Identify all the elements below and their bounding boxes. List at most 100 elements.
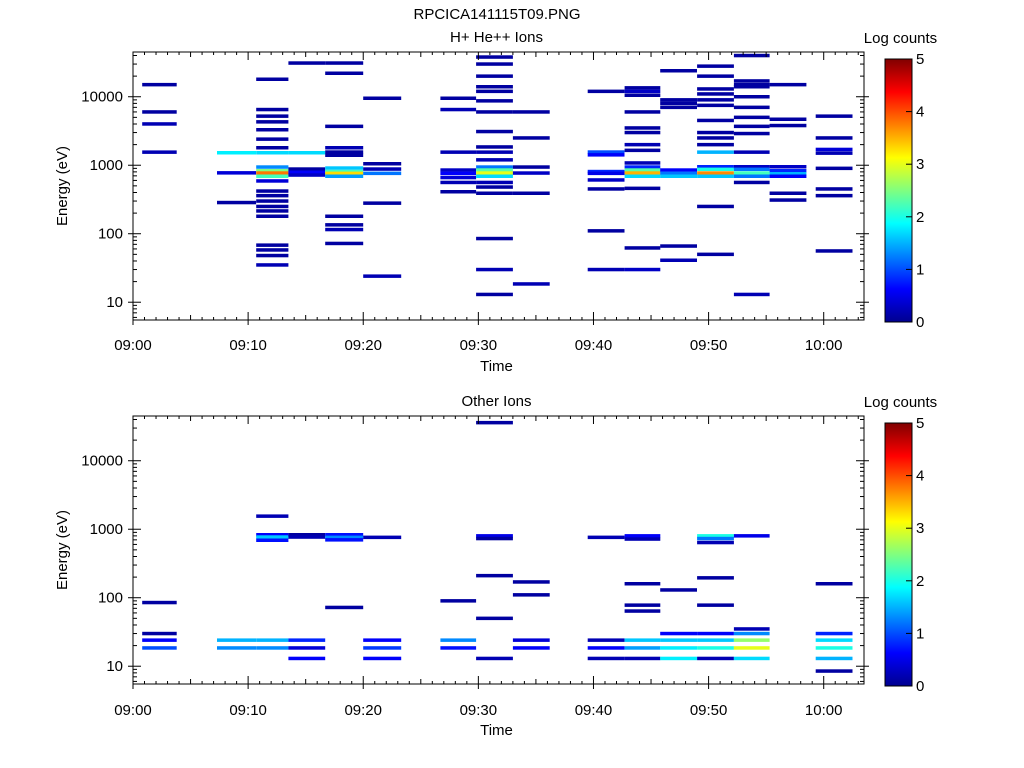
heatmap-cell	[660, 638, 697, 642]
y-axis: 10 100 1000 10000	[81, 419, 869, 682]
heatmap-cell	[142, 638, 177, 642]
heatmap-cell	[512, 171, 550, 175]
heatmap-cell	[587, 656, 625, 661]
heatmap-cell	[512, 282, 550, 286]
heatmap-cell	[587, 638, 625, 642]
heatmap-cell	[142, 600, 177, 605]
heatmap-cell	[624, 142, 661, 147]
heatmap-cell	[217, 200, 257, 205]
heatmap-cell	[512, 638, 550, 642]
heatmap-cell	[624, 174, 661, 178]
y-tick-label: 100	[98, 226, 123, 243]
heatmap-cell	[624, 165, 661, 169]
heatmap-cell	[476, 74, 513, 78]
heatmap-cell	[288, 638, 326, 642]
heatmap-cell	[624, 537, 661, 541]
heatmap-cell	[256, 171, 289, 175]
heatmap-cell	[733, 167, 770, 172]
heatmap-cell	[697, 638, 734, 642]
heatmap-cell	[624, 646, 661, 650]
heatmap-cell	[142, 82, 177, 87]
heatmap-cell	[769, 165, 807, 169]
heatmap-cell	[815, 249, 853, 253]
x-tick-label: 09:10	[229, 337, 267, 354]
heatmap-cell	[512, 191, 550, 195]
heatmap-cell	[476, 573, 513, 578]
heatmap-cell	[325, 171, 364, 176]
heatmap-cell	[697, 103, 734, 108]
heatmap-cell	[733, 174, 770, 178]
heatmap-cell	[476, 536, 513, 541]
heatmap-cell	[476, 191, 513, 195]
colorbar-tick-label: 5	[916, 415, 924, 432]
heatmap-cell	[624, 609, 661, 613]
heatmap-cell	[256, 204, 289, 209]
colorbar-tick-label: 2	[916, 209, 924, 226]
heatmap-cell	[476, 185, 513, 189]
heatmap-cell	[476, 55, 513, 59]
colorbar-tick-label: 5	[916, 51, 924, 68]
heatmap-cell	[363, 656, 402, 661]
heatmap-cell	[476, 420, 513, 425]
heatmap-cell	[440, 150, 477, 154]
heatmap-cell	[256, 243, 289, 247]
heatmap-cell	[325, 71, 364, 75]
x-tick-label: 09:20	[344, 337, 382, 354]
heatmap-cell	[325, 166, 364, 170]
heatmap-cell	[325, 174, 364, 178]
heatmap-cell	[697, 142, 734, 147]
x-tick-label: 09:40	[575, 702, 613, 719]
heatmap-cell	[256, 638, 289, 642]
heatmap-cell	[733, 131, 770, 136]
heatmap-cell	[624, 534, 661, 538]
heatmap-cell	[815, 151, 853, 155]
heatmap-cell	[325, 61, 364, 65]
heatmap-cell	[697, 204, 734, 209]
y-tick-label: 10000	[81, 453, 123, 470]
heatmap-cell	[587, 153, 625, 157]
heatmap-cell	[587, 171, 625, 176]
heatmap-cell	[815, 638, 853, 642]
heatmap-cell	[142, 150, 177, 154]
y-tick-label: 100	[98, 590, 123, 607]
heatmap-cell	[733, 292, 770, 297]
heatmap-cell	[476, 534, 513, 538]
heatmap-cell	[363, 535, 402, 540]
heatmap-cell	[587, 535, 625, 540]
x-tick-label: 09:00	[114, 337, 152, 354]
heatmap-cell	[815, 166, 853, 171]
y-axis-label: Energy (eV)	[54, 510, 71, 590]
heatmap-cell	[697, 87, 734, 91]
heatmap-cell	[660, 98, 697, 102]
heatmap-cell	[363, 638, 402, 642]
x-tick-label: 09:30	[460, 337, 498, 354]
heatmap-cell	[512, 593, 550, 597]
heatmap-cell	[325, 146, 364, 150]
heatmap-cell	[325, 605, 364, 610]
colorbar-label: Log counts	[864, 30, 937, 47]
heatmap-cell	[363, 171, 402, 176]
heatmap-cell	[325, 150, 364, 154]
heatmap-cell	[733, 638, 770, 642]
heatmap-cell	[733, 534, 770, 538]
heatmap-cell	[769, 172, 807, 176]
heatmap-cell	[769, 174, 807, 178]
x-tick-label: 10:00	[805, 702, 843, 719]
heatmap-cell	[512, 580, 550, 584]
heatmap-cell	[440, 599, 477, 603]
x-tick-label: 09:10	[229, 702, 267, 719]
heatmap-cell	[697, 64, 734, 68]
heatmap-cell	[697, 130, 734, 135]
heatmap-cell	[288, 173, 326, 177]
heatmap-cell	[363, 167, 402, 171]
heatmap-cell	[476, 616, 513, 621]
heatmap-cell	[288, 535, 326, 539]
heatmap-cell	[440, 638, 477, 642]
heatmap-cell	[697, 165, 734, 169]
heatmap-cell	[288, 61, 326, 65]
heatmap-cell	[624, 148, 661, 153]
heatmap-cell	[624, 93, 661, 97]
heatmap-cell	[217, 646, 257, 650]
x-tick-label: 09:40	[575, 337, 613, 354]
colorbar-tick-label: 4	[916, 104, 924, 121]
